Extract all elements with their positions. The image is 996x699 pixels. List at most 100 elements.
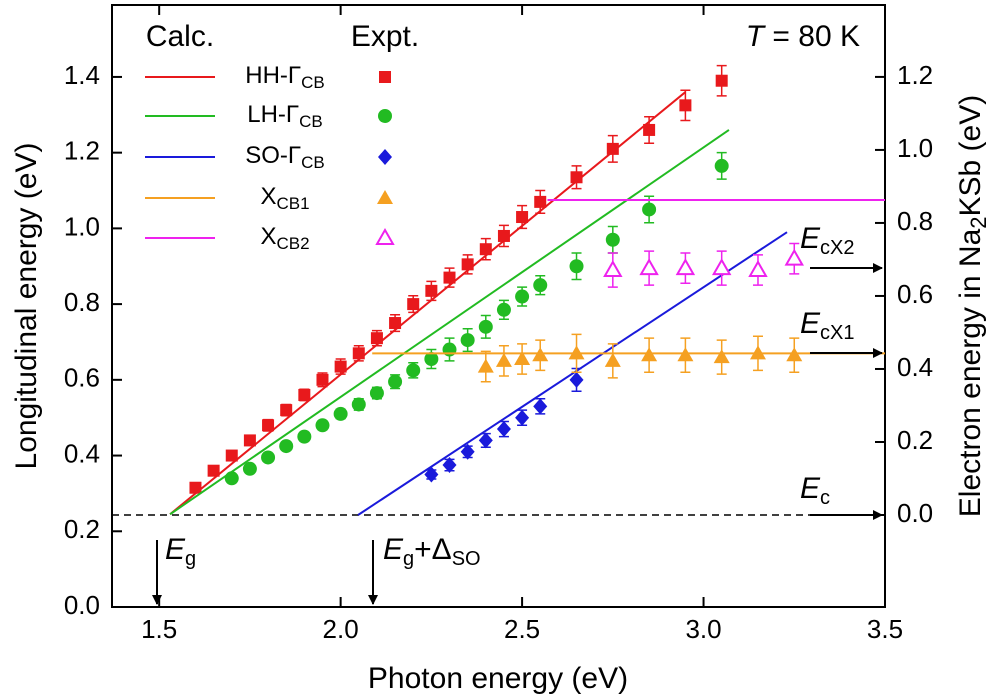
x-tick-label: 2.0 xyxy=(323,614,359,644)
marker-circle xyxy=(406,363,421,378)
legend-name: X xyxy=(260,223,276,250)
marker-triangle xyxy=(514,351,531,366)
x-tick-label: 3.5 xyxy=(867,614,903,644)
y2-tick-label: 0.8 xyxy=(897,206,933,236)
marker-circle xyxy=(388,374,403,389)
legend-sub: CB1 xyxy=(276,194,309,213)
marker-triangle xyxy=(495,352,512,367)
marker-triangle xyxy=(786,347,803,362)
marker-triangle xyxy=(713,349,730,364)
marker-circle xyxy=(333,406,348,421)
annotation-sub: c xyxy=(820,487,830,509)
annotation-text: E xyxy=(383,533,404,566)
marker-circle xyxy=(478,319,493,334)
annotation-text: E xyxy=(800,222,821,255)
marker-square xyxy=(189,481,202,494)
legend-name: X xyxy=(260,183,276,210)
legend-marker xyxy=(375,227,395,245)
annotation-sub: g xyxy=(185,548,196,570)
calc-line xyxy=(357,231,788,516)
legend-sub: CB xyxy=(301,73,325,92)
calc-line xyxy=(169,91,687,516)
marker-triangle-open xyxy=(784,248,804,266)
marker-square xyxy=(316,373,329,386)
marker-square xyxy=(389,317,402,330)
marker-square xyxy=(516,211,529,224)
y2-label-sub: 2 xyxy=(966,216,991,228)
legend-header: Calc. xyxy=(146,20,214,53)
y-tick-label: 1.0 xyxy=(64,211,100,241)
legend-name: SO-Γ xyxy=(245,142,301,169)
y2-label-part: Electron energy in Na xyxy=(954,228,987,517)
marker-circle xyxy=(424,352,439,367)
marker-square xyxy=(207,464,220,477)
marker-circle xyxy=(224,471,239,486)
legend-label: HH-ΓCB xyxy=(245,62,325,92)
marker-diamond xyxy=(496,421,511,438)
y-tick-label: 1.2 xyxy=(64,136,100,166)
marker-circle xyxy=(605,232,620,247)
marker-circle xyxy=(642,202,657,217)
annotation-sub: SO xyxy=(452,548,481,570)
marker-circle xyxy=(515,289,530,304)
marker-square xyxy=(407,298,420,311)
marker-square xyxy=(225,449,238,462)
marker-square xyxy=(479,243,492,256)
x-tick-label: 1.5 xyxy=(141,614,177,644)
y-tick-label: 0.4 xyxy=(64,438,100,468)
marker-square xyxy=(461,258,474,271)
marker-triangle-open xyxy=(603,260,623,278)
marker-square xyxy=(262,419,275,432)
marker-circle xyxy=(315,418,330,433)
temperature-label: T = 80 K xyxy=(746,20,860,53)
marker-square xyxy=(352,347,365,360)
x-tick-label: 2.5 xyxy=(504,614,540,644)
marker-diamond xyxy=(442,457,457,474)
marker-triangle-open xyxy=(748,260,768,278)
marker-triangle xyxy=(641,347,658,362)
marker-square xyxy=(425,284,438,297)
marker-triangle-open xyxy=(675,258,696,276)
marker-square xyxy=(280,404,293,417)
marker-circle xyxy=(460,333,475,348)
legend-label: LH-ΓCB xyxy=(247,101,323,131)
marker-square xyxy=(370,332,383,345)
marker-circle xyxy=(533,278,548,293)
marker-square xyxy=(715,74,728,87)
marker-triangle-open xyxy=(639,258,659,276)
calc-line xyxy=(169,129,730,516)
y2-tick-label: 1.2 xyxy=(897,60,933,90)
plot-frame xyxy=(111,4,886,608)
y-tick-label: 0.6 xyxy=(64,363,100,393)
marker-square xyxy=(679,99,692,112)
legend-sub: CB2 xyxy=(276,234,309,253)
marker-circle xyxy=(261,450,276,465)
marker-triangle xyxy=(532,347,549,362)
marker-circle xyxy=(369,386,384,401)
y2-tick-label: 0.6 xyxy=(897,279,933,309)
marker-diamond xyxy=(460,443,475,460)
legend-sub: CB xyxy=(301,153,325,172)
marker-circle xyxy=(714,158,729,173)
annotation: Eg+ΔSO xyxy=(383,533,481,570)
y2-tick-label: 1.0 xyxy=(897,133,933,163)
y-tick-label: 1.4 xyxy=(64,60,100,90)
y2-axis-label: Electron energy in Na2KSb (eV) xyxy=(954,95,991,517)
marker-circle xyxy=(569,259,584,274)
x-axis-label: Photon energy (eV) xyxy=(368,662,628,695)
marker-triangle xyxy=(477,358,494,373)
temperature-symbol: T xyxy=(746,20,767,53)
marker-diamond xyxy=(569,371,584,388)
y2-tick-label: 0.4 xyxy=(897,352,933,382)
y-tick-label: 0.8 xyxy=(64,287,100,317)
marker-diamond xyxy=(533,398,548,415)
marker-circle xyxy=(279,439,294,454)
marker-square xyxy=(570,171,583,184)
legend-marker xyxy=(378,109,392,123)
marker-triangle xyxy=(677,347,694,362)
annotation: Ec xyxy=(800,472,830,509)
y-tick-label: 0.0 xyxy=(64,590,100,620)
marker-triangle xyxy=(568,345,585,360)
legend-label: XCB1 xyxy=(260,183,309,213)
